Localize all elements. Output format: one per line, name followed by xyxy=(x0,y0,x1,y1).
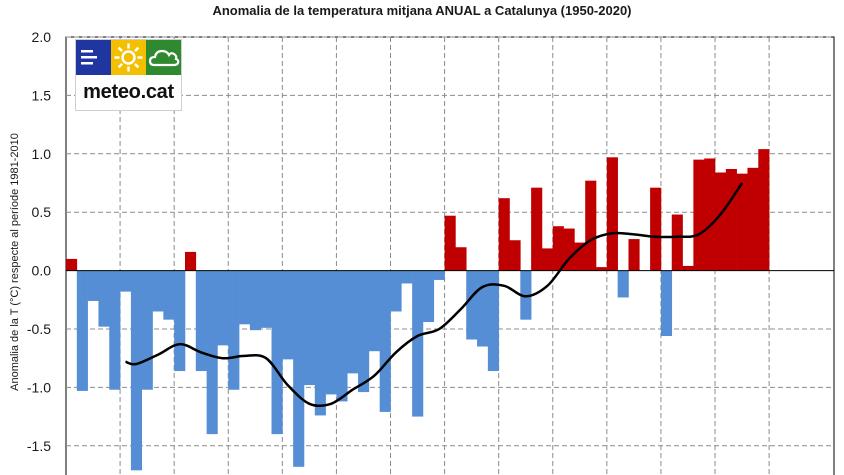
positive-anomaly-bar xyxy=(184,251,197,271)
negative-anomaly-bar xyxy=(195,270,207,372)
positive-anomaly-bar xyxy=(725,168,737,271)
negative-anomaly-bar xyxy=(401,270,413,284)
positive-anomaly-bar xyxy=(509,240,521,271)
negative-anomaly-bar xyxy=(206,270,218,435)
smoothed-trend-line xyxy=(125,182,744,408)
positive-anomaly-bar xyxy=(671,214,683,271)
negative-anomaly-bar xyxy=(487,270,499,372)
y-tick-label: 0.0 xyxy=(32,263,52,279)
negative-anomaly-bar xyxy=(76,270,88,391)
positive-anomaly-bar xyxy=(563,228,575,271)
positive-anomaly-bar xyxy=(455,247,467,271)
negative-anomaly-bar xyxy=(617,270,629,298)
positive-anomaly-bar xyxy=(747,167,759,271)
positive-anomaly-bar xyxy=(682,265,694,271)
negative-anomaly-bar xyxy=(379,270,391,412)
wind-lines-icon xyxy=(76,40,111,75)
positive-anomaly-bar xyxy=(736,173,748,271)
positive-anomaly-bar xyxy=(66,258,78,271)
negative-anomaly-bar xyxy=(336,270,348,402)
negative-anomaly-bar xyxy=(228,270,240,390)
negative-anomaly-bar xyxy=(303,270,316,386)
y-tick-label: -1.5 xyxy=(27,438,51,454)
cloud-svg xyxy=(148,49,180,67)
positive-anomaly-bar xyxy=(693,159,705,271)
negative-anomaly-bar xyxy=(325,270,337,395)
positive-anomaly-bar xyxy=(704,158,716,271)
positive-anomaly-bar xyxy=(498,198,510,271)
negative-anomaly-bar xyxy=(120,270,132,292)
negative-anomaly-bar xyxy=(293,270,305,467)
negative-anomaly-bar xyxy=(98,270,110,327)
y-tick-label: 2.0 xyxy=(32,29,52,45)
sun-icon xyxy=(111,40,146,75)
cloud-icon xyxy=(146,40,181,75)
negative-anomaly-bar xyxy=(422,270,435,322)
negative-anomaly-bar xyxy=(477,270,489,347)
negative-anomaly-bar xyxy=(249,270,262,331)
positive-anomaly-bar xyxy=(444,215,456,271)
y-tick-label: -0.5 xyxy=(27,321,51,337)
negative-anomaly-bar xyxy=(152,270,164,312)
negative-anomaly-bar xyxy=(466,270,478,340)
negative-anomaly-bar xyxy=(217,270,229,346)
negative-anomaly-bar xyxy=(660,270,673,337)
y-tick-label: 1.5 xyxy=(32,87,52,103)
y-tick-label: 0.5 xyxy=(32,204,52,220)
y-tick-label: 1.0 xyxy=(32,146,52,162)
negative-anomaly-bar xyxy=(390,270,402,312)
logo-text: meteo.cat xyxy=(83,81,174,103)
negative-anomaly-bar xyxy=(87,270,99,301)
negative-anomaly-bar xyxy=(412,270,424,417)
sun-svg xyxy=(114,43,143,72)
positive-anomaly-bar xyxy=(758,149,770,271)
positive-anomaly-bar xyxy=(531,187,543,271)
positive-anomaly-bar xyxy=(628,239,640,271)
positive-anomaly-bar xyxy=(541,248,554,271)
negative-anomaly-bar xyxy=(368,270,380,352)
positive-anomaly-bar xyxy=(585,180,597,271)
negative-anomaly-bar xyxy=(141,270,153,390)
positive-anomaly-bar xyxy=(596,267,608,271)
negative-anomaly-bar xyxy=(347,270,359,374)
negative-anomaly-bar xyxy=(271,270,283,435)
chart-title: Anomalia de la temperatura mitjana ANUAL… xyxy=(212,3,632,18)
meteocat-logo: meteo.cat xyxy=(75,39,182,111)
negative-anomaly-bar xyxy=(163,270,175,320)
negative-anomaly-bar xyxy=(282,270,294,360)
positive-anomaly-bar xyxy=(606,157,618,271)
negative-anomaly-bar xyxy=(130,270,143,471)
positive-anomaly-bar xyxy=(715,172,727,271)
positive-anomaly-bar xyxy=(574,242,586,271)
negative-anomaly-bar xyxy=(109,270,121,390)
y-axis-label: Anomalia de la T (°C) respecte al períod… xyxy=(9,133,21,391)
positive-anomaly-bar xyxy=(650,187,662,271)
negative-anomaly-bar xyxy=(174,270,186,372)
wind-lines-svg xyxy=(81,50,97,65)
negative-anomaly-bar xyxy=(358,270,370,393)
negative-anomaly-bar xyxy=(314,270,326,416)
y-tick-label: -1.0 xyxy=(27,379,51,395)
negative-anomaly-bar xyxy=(260,270,272,328)
negative-anomaly-bar xyxy=(433,270,445,280)
positive-anomaly-bar xyxy=(552,226,564,271)
negative-anomaly-bar xyxy=(239,270,251,325)
